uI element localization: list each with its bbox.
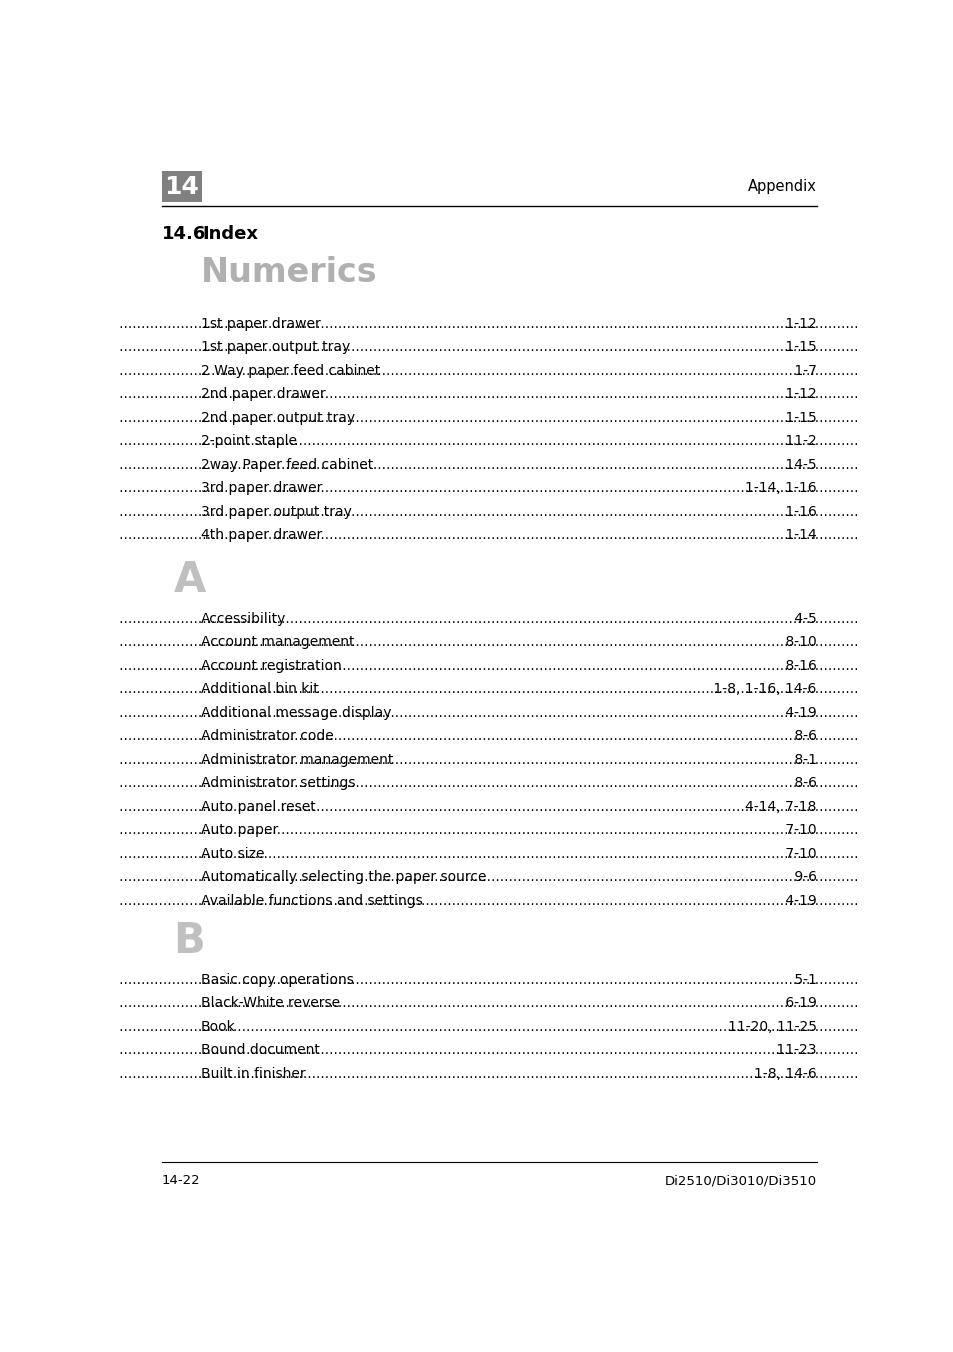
Text: ................................................................................: ........................................… [71,635,945,649]
Text: ................................................................................: ........................................… [71,1067,945,1080]
Text: Auto paper: Auto paper [200,823,277,837]
Text: Basic copy operations: Basic copy operations [200,972,354,987]
Text: ................................................................................: ........................................… [71,612,945,626]
Text: Index: Index [202,224,258,243]
Text: 1-12: 1-12 [781,316,816,331]
Text: 8-6: 8-6 [789,776,816,791]
Text: 3rd paper output tray: 3rd paper output tray [200,504,351,519]
Text: 14: 14 [165,174,199,199]
Text: ................................................................................: ........................................… [71,823,945,837]
Text: ................................................................................: ........................................… [71,753,945,767]
Text: 3rd paper drawer: 3rd paper drawer [200,481,322,495]
Text: ................................................................................: ........................................… [71,458,945,472]
Text: ................................................................................: ........................................… [71,434,945,449]
Text: ................................................................................: ........................................… [71,996,945,1010]
Text: 4th paper drawer: 4th paper drawer [200,529,321,542]
Bar [162,172,202,203]
Text: 2nd paper output tray: 2nd paper output tray [200,411,355,425]
Text: Account registration: Account registration [200,658,341,673]
Text: ................................................................................: ........................................… [71,1042,945,1057]
Text: ................................................................................: ........................................… [71,341,945,354]
Text: ................................................................................: ........................................… [71,316,945,331]
Text: ................................................................................: ........................................… [71,364,945,379]
Text: 11-2: 11-2 [781,434,816,449]
Text: 8-6: 8-6 [789,729,816,744]
Text: 1-16: 1-16 [781,504,816,519]
Text: ................................................................................: ........................................… [71,800,945,814]
Text: 1-14, 1-16: 1-14, 1-16 [744,481,816,495]
Text: 1-14: 1-14 [781,529,816,542]
Text: 1-8, 14-6: 1-8, 14-6 [753,1067,816,1080]
Text: Account management: Account management [200,635,354,649]
Text: 1-15: 1-15 [781,411,816,425]
Text: 5-1: 5-1 [789,972,816,987]
Text: ................................................................................: ........................................… [71,411,945,425]
Text: Di2510/Di3010/Di3510: Di2510/Di3010/Di3510 [664,1175,816,1187]
Text: 14-22: 14-22 [162,1175,200,1187]
Text: 1-8, 1-16, 14-6: 1-8, 1-16, 14-6 [709,683,816,696]
Text: B: B [173,921,205,963]
Text: Automatically selecting the paper source: Automatically selecting the paper source [200,871,486,884]
Text: Accessibility: Accessibility [200,612,286,626]
Text: Auto panel reset: Auto panel reset [200,800,315,814]
Text: ................................................................................: ........................................… [71,729,945,744]
Text: Built in finisher: Built in finisher [200,1067,305,1080]
Text: Auto size: Auto size [200,846,264,861]
Text: Appendix: Appendix [747,180,816,195]
Text: Book: Book [200,1019,235,1033]
Text: ................................................................................: ........................................… [71,706,945,719]
Text: Administrator code: Administrator code [200,729,333,744]
Text: 2way Paper feed cabinet: 2way Paper feed cabinet [200,458,373,472]
Text: Administrator management: Administrator management [200,753,393,767]
Text: 8-10: 8-10 [781,635,816,649]
Text: 1-12: 1-12 [781,388,816,402]
Text: 1st paper output tray: 1st paper output tray [200,341,350,354]
Text: ................................................................................: ........................................… [71,683,945,696]
Text: Numerics: Numerics [200,256,376,289]
Text: 1-7: 1-7 [789,364,816,379]
Text: ................................................................................: ........................................… [71,894,945,907]
Text: 2nd paper drawer: 2nd paper drawer [200,388,325,402]
Text: ................................................................................: ........................................… [71,1019,945,1033]
Text: 9-6: 9-6 [789,871,816,884]
Text: 6-19: 6-19 [781,996,816,1010]
Text: ................................................................................: ........................................… [71,504,945,519]
Text: Black-White reverse: Black-White reverse [200,996,339,1010]
Text: 14.6: 14.6 [162,224,206,243]
Text: Additional bin kit: Additional bin kit [200,683,318,696]
Text: Available functions and settings: Available functions and settings [200,894,422,907]
Text: ................................................................................: ........................................… [71,658,945,673]
Text: 8-1: 8-1 [789,753,816,767]
Text: ................................................................................: ........................................… [71,776,945,791]
Text: 7-10: 7-10 [781,823,816,837]
Text: 2 Way paper feed cabinet: 2 Way paper feed cabinet [200,364,379,379]
Text: A: A [173,560,206,602]
Text: ................................................................................: ........................................… [71,871,945,884]
Text: 11-20, 11-25: 11-20, 11-25 [727,1019,816,1033]
Text: Additional message display: Additional message display [200,706,391,719]
Text: 1st paper drawer: 1st paper drawer [200,316,320,331]
Text: ................................................................................: ........................................… [71,529,945,542]
Text: ................................................................................: ........................................… [71,846,945,861]
Text: ................................................................................: ........................................… [71,388,945,402]
Text: 11-23: 11-23 [771,1042,816,1057]
Text: Bound document: Bound document [200,1042,319,1057]
Text: 14-5: 14-5 [781,458,816,472]
Text: 4-14, 7-18: 4-14, 7-18 [744,800,816,814]
Text: ................................................................................: ........................................… [71,972,945,987]
Text: 2-point staple: 2-point staple [200,434,296,449]
Text: 4-19: 4-19 [781,894,816,907]
Text: ................................................................................: ........................................… [71,481,945,495]
Text: 7-10: 7-10 [781,846,816,861]
Text: 8-16: 8-16 [781,658,816,673]
Text: Administrator settings: Administrator settings [200,776,355,791]
Text: 4-5: 4-5 [789,612,816,626]
Text: 4-19: 4-19 [781,706,816,719]
Text: 1-15: 1-15 [781,341,816,354]
